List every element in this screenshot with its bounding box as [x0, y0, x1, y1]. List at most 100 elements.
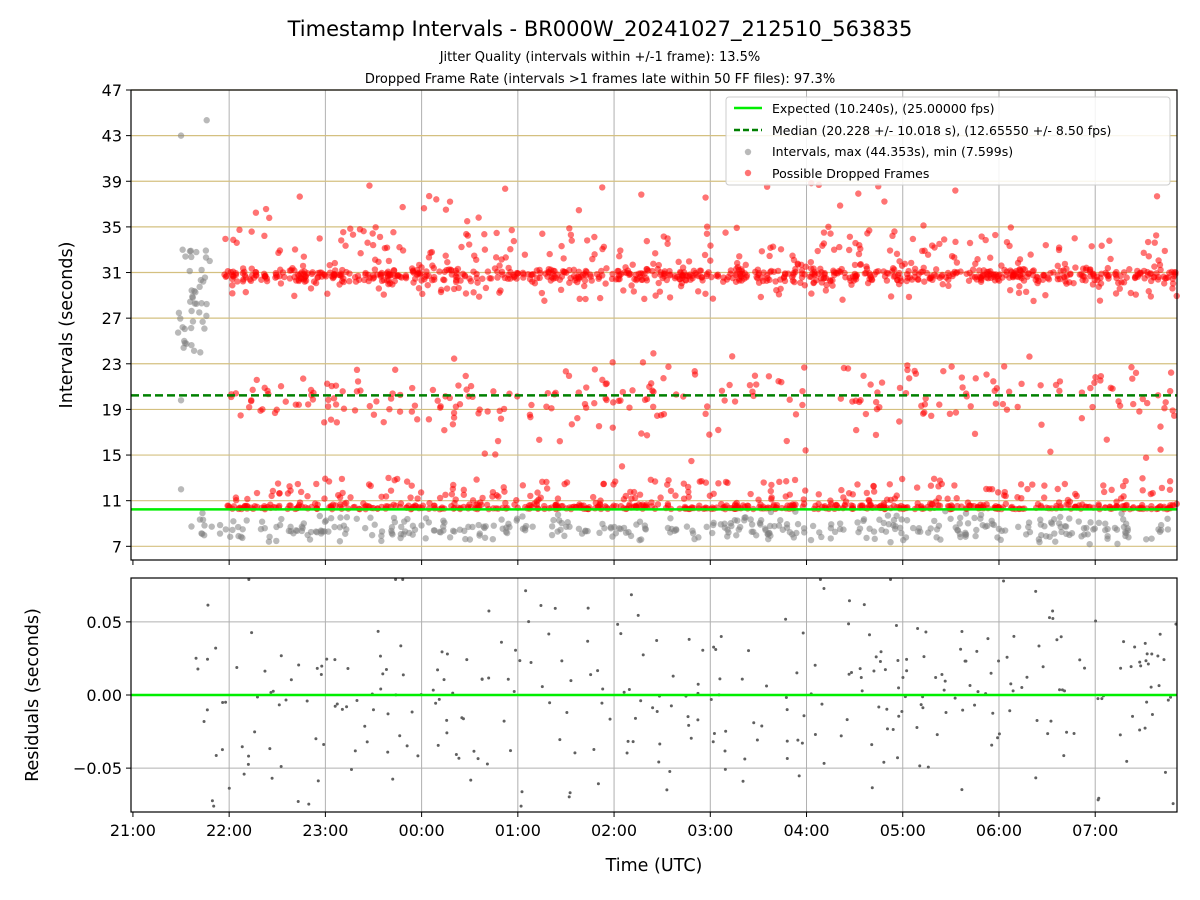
dropped-frame-point	[458, 243, 465, 251]
interval-point	[622, 529, 630, 536]
interval-point	[836, 520, 844, 527]
residual-point	[1146, 662, 1150, 666]
dropped-frame-point	[554, 495, 562, 502]
dropped-frame-point	[472, 256, 480, 263]
dropped-frame-point	[575, 275, 583, 282]
residual-point	[596, 669, 600, 673]
residual-point	[378, 654, 382, 658]
dropped-frame-point	[390, 229, 397, 236]
dropped-frame-point	[760, 479, 767, 486]
interval-point	[469, 523, 476, 531]
dropped-frame-point	[455, 382, 462, 389]
interval-point	[336, 538, 344, 545]
interval-point	[607, 524, 615, 531]
dropped-frame-point	[377, 273, 385, 280]
dropped-frame-point	[738, 267, 745, 275]
dropped-frame-point	[1057, 267, 1064, 275]
interval-point	[995, 525, 1003, 533]
dropped-frame-point	[615, 275, 622, 283]
dropped-frame-point	[622, 264, 629, 271]
interval-point	[343, 514, 351, 521]
intervals-y-tick-label: 7	[112, 537, 122, 556]
residual-point	[897, 686, 901, 690]
dropped-frame-point	[954, 502, 961, 510]
dropped-frame-point	[1123, 274, 1130, 281]
dropped-frame-point	[867, 381, 874, 388]
dropped-frame-point	[460, 486, 467, 494]
intervals-y-tick-label: 31	[102, 264, 122, 283]
dropped-frame-point	[853, 272, 861, 279]
interval-point	[1055, 520, 1063, 527]
residual-point	[891, 727, 895, 731]
dropped-frame-point	[913, 484, 921, 491]
dropped-frame-point	[1053, 502, 1060, 510]
residuals-plot: 0.05 0.00 −0.05 21:00 22:00 23:00 00:00 01:00 02…	[73, 577, 1178, 840]
interval-point	[1025, 523, 1032, 531]
legend-box	[725, 96, 1171, 186]
dropped-frame-point	[541, 502, 548, 510]
interval-point	[1090, 526, 1097, 533]
interval-point	[188, 523, 195, 530]
interval-point	[188, 307, 195, 315]
residual-point	[1051, 617, 1055, 621]
interval-point	[198, 300, 205, 307]
chart-subtitle-dropped: Dropped Frame Rate (intervals >1 frames …	[365, 72, 835, 87]
dropped-frame-point	[808, 290, 815, 297]
interval-point	[490, 522, 497, 529]
dropped-frame-point	[798, 267, 806, 274]
x-axis-label: Time (UTC)	[605, 856, 703, 876]
residual-point	[655, 710, 659, 714]
dropped-frame-point	[810, 265, 817, 272]
interval-point	[446, 534, 454, 541]
interval-point	[1156, 528, 1164, 535]
residual-point	[457, 756, 461, 760]
dropped-frame-point	[861, 270, 869, 277]
dropped-frame-point	[953, 495, 960, 502]
interval-point	[177, 486, 185, 493]
dropped-frame-point	[783, 478, 790, 485]
dropped-frame-point	[1042, 291, 1049, 299]
residual-point	[724, 729, 728, 733]
dropped-frame-point	[734, 502, 741, 509]
dropped-frame-point	[362, 269, 369, 277]
dropped-frame-point	[1015, 289, 1023, 297]
dropped-frame-point	[430, 273, 438, 281]
residual-point	[990, 743, 994, 747]
dropped-frame-point	[1100, 482, 1107, 489]
dropped-frame-point	[948, 363, 955, 370]
interval-point	[189, 293, 196, 300]
legend-intervals-swatch	[744, 148, 752, 156]
interval-point	[1087, 519, 1094, 526]
dropped-frame-point	[1106, 237, 1113, 244]
dropped-frame-point	[664, 240, 671, 247]
interval-point	[1095, 519, 1103, 527]
residual-point	[567, 795, 571, 799]
interval-point	[1057, 513, 1064, 521]
dropped-frame-point	[896, 384, 904, 392]
dropped-frame-point	[791, 476, 799, 484]
interval-point	[197, 276, 205, 284]
interval-point	[187, 324, 195, 332]
dropped-frame-point	[706, 492, 714, 499]
dropped-frame-point	[286, 502, 293, 509]
dropped-frame-point	[1103, 436, 1110, 443]
interval-point	[198, 266, 205, 274]
residual-point	[529, 661, 533, 665]
dropped-frame-point	[691, 368, 698, 375]
dropped-frame-point	[609, 424, 616, 431]
interval-point	[801, 529, 808, 536]
interval-point	[703, 523, 710, 531]
residual-point	[687, 723, 691, 727]
dropped-frame-point	[510, 274, 518, 281]
interval-point	[856, 525, 864, 532]
residual-point	[711, 740, 715, 744]
residual-point	[870, 786, 874, 790]
dropped-frame-point	[852, 239, 859, 247]
interval-point	[498, 516, 505, 523]
residual-point	[485, 762, 489, 766]
residual-point	[800, 741, 804, 745]
interval-point	[876, 516, 883, 523]
dropped-frame-point	[450, 414, 458, 421]
dropped-frame-point	[397, 500, 405, 507]
residual-point	[627, 687, 631, 691]
